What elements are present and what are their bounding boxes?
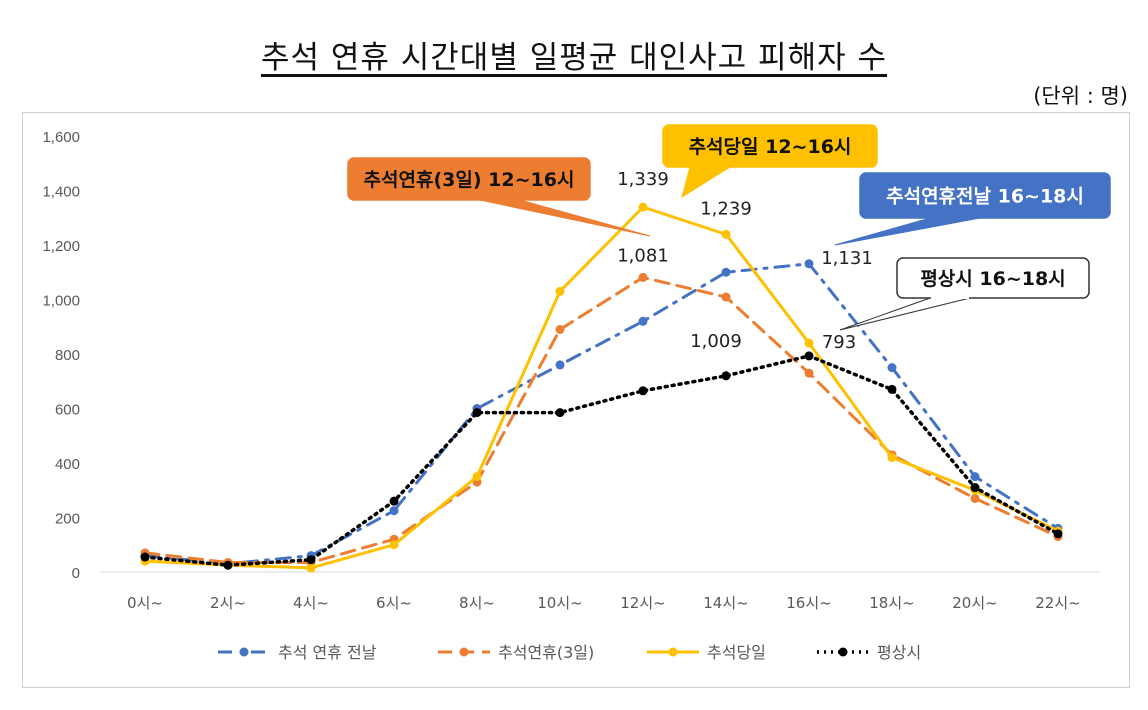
data-point-s3-2 — [306, 555, 316, 565]
data-point-s1-7 — [721, 292, 731, 302]
series-line-2 — [143, 205, 1060, 570]
x-tick-label: 20시~ — [952, 594, 997, 612]
data-point-s2-9 — [887, 453, 897, 463]
x-tick-label: 14시~ — [703, 594, 748, 612]
data-point-s2-6 — [638, 202, 648, 212]
callout-pointer — [681, 166, 732, 199]
x-tick-label: 6시~ — [376, 594, 412, 612]
y-tick-label: 1,600 — [42, 129, 80, 146]
data-point-s0-10 — [970, 472, 980, 482]
x-tick-label: 2시~ — [210, 594, 246, 612]
data-point-s2-4 — [472, 472, 482, 482]
callout-pointer — [834, 217, 981, 246]
callout-joint — [931, 215, 979, 219]
data-point-s0-9 — [887, 363, 897, 373]
callout-joint — [481, 197, 519, 201]
chart-frame — [22, 112, 1130, 688]
series-line-1 — [143, 275, 1060, 564]
x-tick-label: 22시~ — [1035, 594, 1080, 612]
x-tick-label: 16시~ — [786, 594, 831, 612]
data-point-s3-11 — [1053, 529, 1063, 539]
legend-label: 추석연휴(3일) — [498, 643, 594, 662]
data-point-s3-8 — [804, 351, 814, 361]
x-tick-label: 18시~ — [869, 594, 914, 612]
data-label: 1,009 — [690, 331, 742, 352]
series-line-0 — [143, 262, 1060, 566]
callout-pointer — [839, 297, 971, 331]
data-label: 1,131 — [821, 248, 873, 269]
data-point-s2-8 — [804, 338, 814, 348]
x-tick-label: 8시~ — [459, 594, 495, 612]
legend-label: 추석 연휴 전날 — [278, 643, 377, 662]
series-line-3 — [143, 354, 1060, 567]
callout-box — [347, 157, 591, 201]
data-point-s3-6 — [638, 386, 648, 396]
data-point-s2-2 — [306, 563, 316, 573]
data-point-s3-3 — [389, 496, 399, 506]
callout-pointer — [479, 199, 651, 237]
callout-box — [859, 172, 1111, 219]
y-tick-label: 1,200 — [42, 238, 80, 255]
data-point-s3-1 — [223, 560, 233, 570]
data-label: 1,081 — [617, 245, 669, 266]
y-tick-label: 800 — [55, 347, 80, 364]
callout-label: 추석연휴(3일) 12~16시 — [364, 169, 575, 191]
data-point-s1-10 — [970, 493, 980, 503]
legend-swatch-marker — [459, 647, 469, 657]
data-point-s2-3 — [389, 540, 399, 550]
legend-swatch-marker — [838, 647, 848, 657]
x-tick-label: 4시~ — [293, 594, 329, 612]
data-point-s0-3 — [389, 506, 399, 516]
chart-title-text: 추석 연휴 시간대별 일평균 대인사고 피해자 수 — [260, 40, 887, 76]
callout-label: 추석연휴전날 16~18시 — [886, 186, 1084, 208]
y-tick-label: 600 — [55, 402, 80, 419]
callout-joint — [931, 295, 969, 299]
y-tick-label: 400 — [55, 456, 80, 473]
unit-note: (단위 : 명) — [1033, 84, 1128, 108]
chart-title: 추석 연휴 시간대별 일평균 대인사고 피해자 수 — [0, 32, 1148, 77]
legend-label: 평상시 — [877, 643, 921, 662]
data-point-s1-5 — [555, 324, 565, 334]
data-point-s3-4 — [472, 408, 482, 418]
data-point-s0-7 — [721, 267, 731, 277]
data-point-s0-6 — [638, 316, 648, 326]
y-tick-label: 1,000 — [42, 293, 80, 310]
callout-box — [896, 257, 1090, 299]
x-tick-label: 12시~ — [620, 594, 665, 612]
callout-joint — [691, 164, 729, 168]
y-tick-label: 200 — [55, 511, 80, 528]
callout-box — [662, 124, 878, 168]
data-point-s1-8 — [804, 368, 814, 378]
data-point-s0-5 — [555, 360, 565, 370]
data-point-s3-10 — [970, 483, 980, 493]
legend-swatch-marker — [668, 647, 678, 657]
data-point-s3-0 — [140, 552, 150, 562]
data-point-s0-8 — [804, 259, 814, 269]
data-point-s3-5 — [555, 408, 565, 418]
callout-label: 평상시 16~18시 — [920, 268, 1065, 290]
callout-label: 추석당일 12~16시 — [689, 136, 852, 158]
y-tick-label: 0 — [72, 565, 80, 582]
data-point-s3-7 — [721, 371, 731, 381]
data-point-s2-7 — [721, 229, 731, 239]
y-tick-label: 1,400 — [42, 184, 80, 201]
x-tick-label: 0시~ — [127, 594, 163, 612]
data-label: 1,339 — [617, 169, 669, 190]
data-point-s3-9 — [887, 384, 897, 394]
data-point-s1-6 — [638, 272, 648, 282]
x-tick-label: 10시~ — [537, 594, 582, 612]
legend-swatch-marker — [239, 647, 249, 657]
data-point-s2-5 — [555, 286, 565, 296]
data-label: 1,239 — [700, 198, 752, 219]
data-label: 793 — [822, 332, 856, 353]
legend-label: 추석당일 — [707, 643, 766, 662]
